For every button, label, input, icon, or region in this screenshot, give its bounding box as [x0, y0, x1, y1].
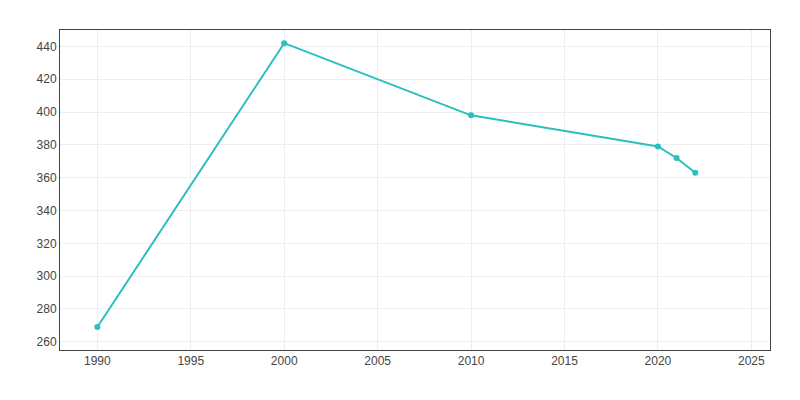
svg-text:1995: 1995: [177, 354, 204, 368]
svg-text:2025: 2025: [738, 354, 765, 368]
svg-text:360: 360: [37, 171, 57, 185]
svg-text:2005: 2005: [364, 354, 391, 368]
svg-text:380: 380: [37, 138, 57, 152]
svg-text:340: 340: [37, 204, 57, 218]
svg-text:420: 420: [37, 72, 57, 86]
svg-text:2015: 2015: [551, 354, 578, 368]
svg-text:400: 400: [37, 105, 57, 119]
svg-text:2000: 2000: [271, 354, 298, 368]
svg-text:320: 320: [37, 237, 57, 251]
svg-text:260: 260: [37, 335, 57, 349]
svg-text:300: 300: [37, 269, 57, 283]
svg-text:280: 280: [37, 302, 57, 316]
svg-text:2020: 2020: [645, 354, 672, 368]
svg-text:440: 440: [37, 40, 57, 54]
svg-text:1990: 1990: [84, 354, 111, 368]
svg-text:2010: 2010: [458, 354, 485, 368]
